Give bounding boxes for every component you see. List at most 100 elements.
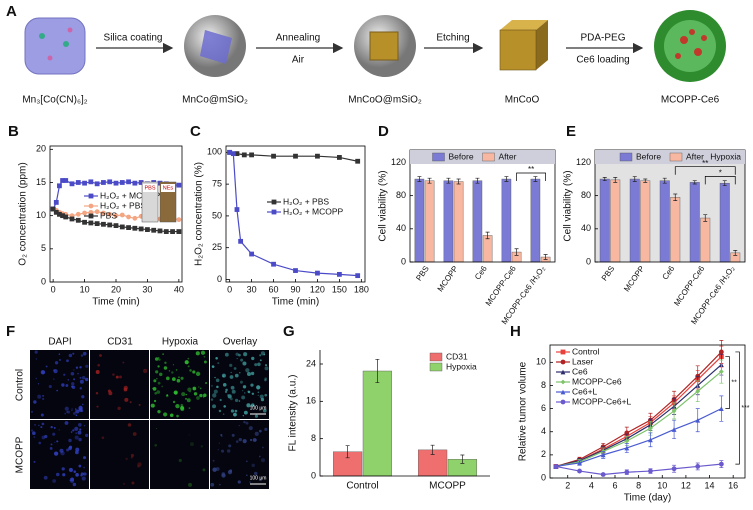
micrograph-speck: [260, 458, 266, 463]
error-bar: [504, 176, 509, 182]
micrograph-speck: [70, 477, 75, 482]
bar: [362, 370, 392, 477]
micrograph-speck: [238, 424, 240, 427]
inset-label: PBS: [144, 185, 155, 191]
micrograph-speck: [72, 482, 77, 487]
marker: [293, 153, 298, 159]
micrograph-speck: [259, 359, 262, 362]
micrograph-speck: [243, 352, 248, 357]
panel-label: H: [510, 323, 521, 340]
micrograph-speck: [68, 438, 72, 443]
bar: [610, 179, 621, 263]
x-tick-label: 10: [80, 284, 90, 294]
micrograph-speck: [35, 377, 38, 380]
micrograph-speck: [249, 438, 253, 442]
bar: [659, 180, 670, 263]
marker: [560, 369, 566, 375]
marker: [560, 349, 566, 355]
micrograph-speck: [189, 442, 194, 447]
legend-swatch: [619, 152, 633, 162]
micrograph-speck: [59, 359, 61, 361]
micrograph-speck: [75, 432, 77, 434]
micrograph-speck: [75, 473, 79, 477]
micrograph-speck: [237, 480, 241, 484]
micrograph-speck: [157, 365, 160, 368]
micrograph-speck: [69, 479, 71, 482]
micrograph-speck: [78, 405, 83, 411]
error-bar: [602, 177, 607, 182]
micrograph-speck: [70, 372, 75, 376]
micrograph-speck: [73, 412, 76, 415]
marker: [107, 222, 113, 228]
micrograph-speck: [55, 472, 60, 477]
micrograph-speck: [189, 369, 192, 372]
micrograph-speck: [50, 443, 53, 446]
error-bar: [662, 177, 667, 184]
micrograph-speck: [178, 458, 182, 463]
micrograph-speck: [53, 369, 56, 372]
legend-swatch: [429, 352, 443, 362]
micrograph-speck: [239, 380, 243, 384]
micrograph-speck: [44, 434, 48, 439]
micrograph-speck: [74, 435, 79, 440]
marker: [249, 152, 255, 158]
inset-label-box: [161, 184, 175, 192]
micrograph-speck: [80, 474, 83, 477]
micrograph-speck: [186, 398, 191, 403]
marker: [101, 180, 106, 185]
marker: [671, 466, 677, 472]
micrograph-speck: [150, 403, 155, 408]
micrograph-speck: [83, 466, 85, 469]
micrograph-speck: [242, 390, 244, 392]
x-tick-label: 30: [142, 284, 152, 294]
micrograph-speck: [257, 362, 261, 367]
significance-label: *: [719, 168, 722, 177]
micrograph-speck: [218, 409, 222, 413]
micrograph-speck: [82, 456, 87, 460]
bar: [599, 178, 610, 263]
marker: [624, 469, 630, 475]
micrograph-speck: [81, 376, 86, 380]
micrograph-speck: [80, 354, 84, 357]
y-tick-label: 120: [576, 157, 591, 167]
micrograph-speck: [221, 449, 225, 453]
micrograph-speck: [231, 389, 236, 394]
x-tick-label: 16: [728, 480, 738, 490]
micrograph-speck: [196, 396, 200, 400]
micrograph-speck: [238, 437, 242, 442]
micrograph-speck: [70, 431, 73, 433]
micrograph-speck: [265, 364, 268, 367]
micrograph-speck: [83, 424, 86, 427]
marker: [53, 199, 59, 205]
micrograph-speck: [75, 450, 79, 455]
marker: [315, 270, 320, 276]
y-tick-label: 8: [311, 433, 316, 443]
micrograph-speck: [69, 468, 73, 472]
marker: [176, 217, 182, 223]
micrograph-speck: [73, 369, 75, 371]
series-line: [229, 151, 358, 277]
micrograph-speck: [49, 447, 53, 450]
micrograph-speck: [163, 366, 168, 370]
marker: [126, 214, 131, 220]
micrograph-speck: [59, 448, 64, 453]
marker: [75, 211, 81, 217]
x-tick-label: 14: [705, 480, 715, 490]
marker: [271, 209, 277, 215]
micrograph-speck: [180, 405, 185, 411]
micrograph-speck: [85, 364, 89, 368]
micrograph-speck: [223, 405, 226, 408]
marker: [577, 468, 582, 474]
micrograph-speck: [212, 459, 215, 462]
error-bar: [703, 214, 708, 222]
micrograph-speck: [53, 451, 59, 456]
micrograph-speck: [75, 409, 80, 414]
marker: [113, 213, 119, 219]
micrograph-speck: [66, 448, 70, 452]
significance-label: **: [731, 379, 737, 386]
micrograph-speck: [158, 357, 160, 359]
x-tick-label: 2: [565, 480, 570, 490]
micrograph-speck: [254, 414, 259, 418]
micrograph-speck: [50, 426, 53, 429]
micrograph-speck: [246, 371, 252, 377]
